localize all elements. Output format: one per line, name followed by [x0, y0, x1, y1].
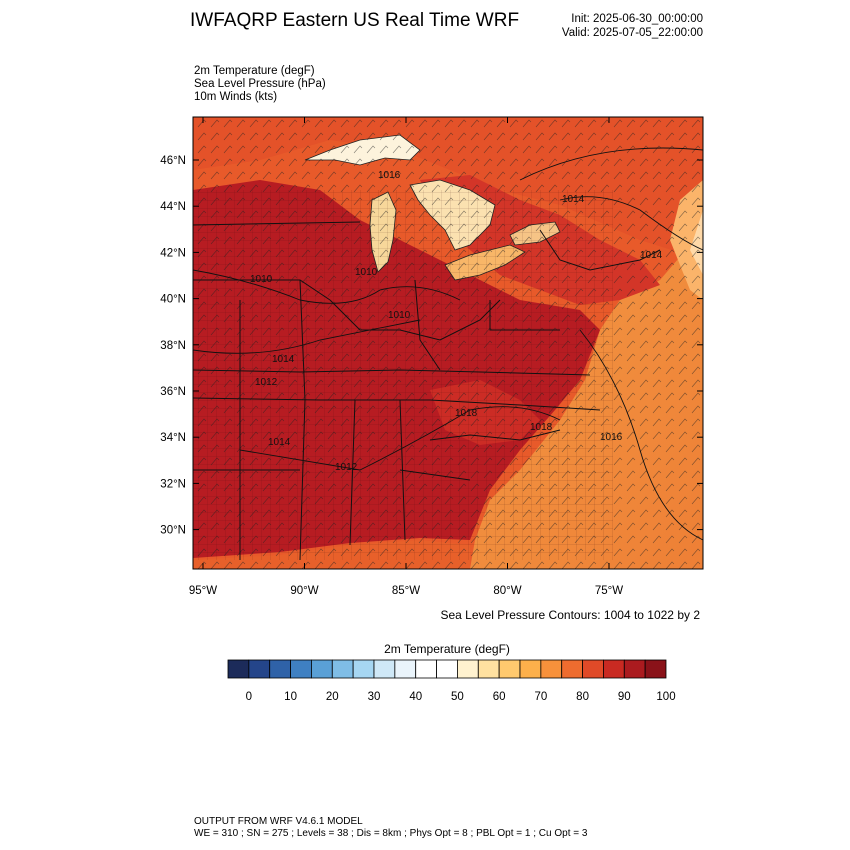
- lat-label: 46°N: [160, 155, 186, 167]
- lat-label: 40°N: [160, 294, 186, 306]
- map-frame: [192, 116, 704, 570]
- footer-model: OUTPUT FROM WRF V4.6.1 MODEL: [194, 816, 363, 827]
- lon-label: 80°W: [493, 585, 521, 597]
- wind-barbs: [193, 117, 703, 569]
- isobar-label: 1010: [388, 310, 411, 321]
- lat-label: 38°N: [160, 340, 186, 352]
- lon-label: 75°W: [595, 585, 623, 597]
- lon-label: 90°W: [290, 585, 318, 597]
- isobar-label: 1012: [335, 462, 358, 473]
- isobar-label: 1014: [640, 250, 663, 261]
- isobar-label: 1010: [250, 274, 273, 285]
- field-temperature-label: 2m Temperature (degF): [194, 65, 315, 77]
- valid-time: Valid: 2025-07-05_22:00:00: [561, 27, 703, 39]
- lon-label: 85°W: [392, 585, 420, 597]
- init-time: Init: 2025-06-30_00:00:00: [571, 13, 703, 25]
- isobar-label: 1016: [600, 432, 623, 443]
- isobar-label: 1014: [272, 354, 295, 365]
- contour-note: Sea Level Pressure Contours: 1004 to 102…: [440, 608, 701, 622]
- lat-label: 36°N: [160, 386, 186, 398]
- map-field: 1016 1014 1010 1010 1010 1014 1014 1018 …: [193, 117, 703, 569]
- lat-label: 42°N: [160, 247, 186, 259]
- lon-label: 95°W: [189, 585, 217, 597]
- isobar-label: 1014: [268, 437, 291, 448]
- lat-label: 34°N: [160, 432, 186, 444]
- isobar-label: 1018: [455, 408, 478, 419]
- lat-axis: 46°N 44°N 42°N 40°N 38°N 36°N 34°N 32°N 30°N: [160, 155, 703, 537]
- isobar-label: 1014: [562, 194, 585, 205]
- state-borders: [193, 221, 661, 561]
- field-pressure-label: Sea Level Pressure (hPa): [194, 78, 326, 90]
- field-winds-label: 10m Winds (kts): [194, 91, 278, 103]
- lat-label: 30°N: [160, 525, 186, 537]
- colorbar-title: 2m Temperature (degF): [384, 642, 510, 656]
- isobar-lines: [193, 147, 703, 541]
- page-title: IWFAQRP Eastern US Real Time WRF: [190, 10, 520, 31]
- lat-label: 32°N: [160, 478, 186, 490]
- isobar-label: 1016: [378, 170, 401, 181]
- lon-axis: 95°W 90°W 85°W 80°W 75°W: [189, 117, 623, 597]
- isobar-label: 1012: [255, 377, 278, 388]
- footer-config: WE = 310 ; SN = 275 ; Levels = 38 ; Dis …: [194, 828, 588, 839]
- isobar-label-group: 1016 1014 1010 1010 1010 1014 1014 1018 …: [250, 170, 663, 473]
- isobar-label: 1018: [530, 422, 553, 433]
- lat-label: 44°N: [160, 201, 186, 213]
- isobar-label: 1010: [355, 267, 378, 278]
